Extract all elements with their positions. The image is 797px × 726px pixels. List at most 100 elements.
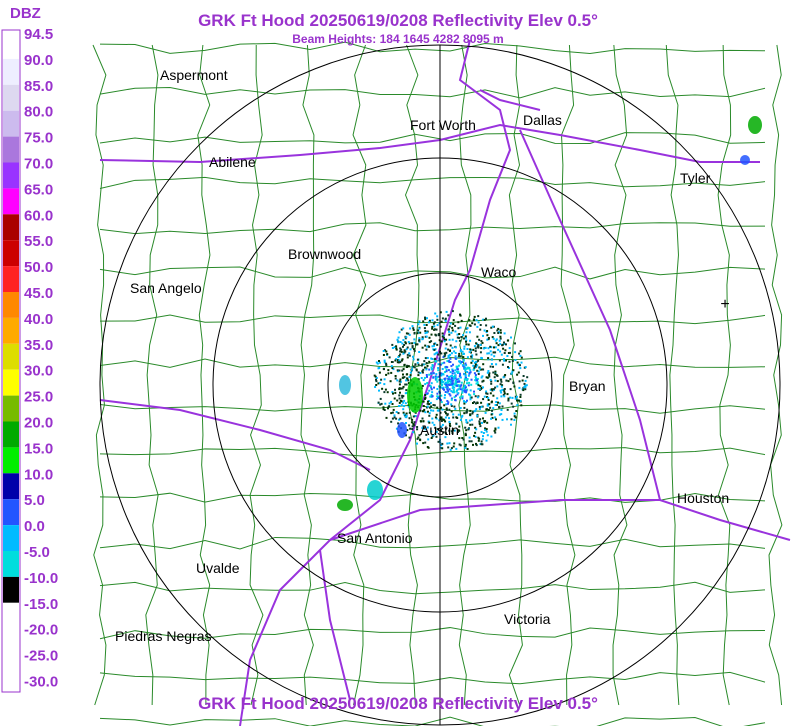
echo: [506, 393, 509, 396]
echo: [439, 386, 442, 389]
echo: [401, 342, 404, 345]
echo: [380, 402, 383, 405]
echo: [459, 326, 462, 329]
echo: [405, 414, 408, 417]
echo: [385, 416, 388, 419]
echo: [486, 392, 489, 395]
echo: [487, 396, 490, 399]
echo: [400, 348, 403, 351]
echo: [454, 330, 457, 333]
echo: [509, 396, 512, 399]
echo: [514, 342, 516, 345]
echo: [492, 337, 495, 340]
echo: [399, 353, 402, 356]
echo: [445, 351, 448, 354]
echo: [379, 381, 382, 384]
echo: [444, 410, 447, 413]
echo: [440, 420, 443, 422]
echo: [499, 329, 502, 332]
echo: [402, 339, 405, 342]
place-name: Bryan: [569, 378, 606, 394]
echo: [405, 422, 407, 424]
echo: [455, 370, 458, 373]
echo: [408, 352, 411, 355]
echo: [474, 402, 477, 405]
echo: [494, 431, 497, 434]
echo: [443, 352, 446, 355]
echo: [485, 376, 488, 379]
county-line: [508, 44, 523, 706]
echo: [432, 348, 435, 351]
places: Aspermont Fort Worth Dallas Abilene Tyler Bro…: [115, 67, 729, 644]
echo: [393, 397, 396, 400]
echo: [519, 399, 522, 402]
echo: [378, 361, 381, 364]
echo: [398, 397, 401, 400]
echo: [492, 371, 495, 374]
echo: [504, 349, 507, 352]
echo: [501, 418, 504, 421]
echo: [451, 338, 454, 341]
echo: [476, 364, 479, 367]
echo: [463, 345, 466, 348]
echo: [444, 436, 447, 439]
echo: [483, 395, 486, 398]
echo: [464, 446, 467, 449]
county-line: [99, 132, 766, 144]
echo: [521, 379, 524, 382]
echo: [405, 373, 408, 376]
echo: [440, 399, 442, 402]
echo: [432, 434, 435, 437]
echo-cell: [367, 480, 383, 500]
echo: [479, 425, 482, 428]
echo: [440, 352, 443, 355]
echo: [404, 383, 407, 386]
echo: [399, 350, 402, 353]
echo: [469, 396, 472, 399]
echo: [475, 377, 477, 380]
echo: [523, 382, 526, 385]
echo: [456, 393, 459, 396]
echo: [512, 369, 515, 372]
echo: [380, 378, 383, 381]
echo: [518, 380, 521, 383]
echo: [438, 395, 440, 398]
echo: [500, 385, 503, 388]
echo: [453, 442, 456, 445]
echo: [509, 388, 512, 391]
echo: [428, 406, 431, 409]
echo: [486, 334, 489, 337]
echo: [460, 319, 463, 322]
echo: [476, 396, 479, 399]
legend-label: 80.0: [24, 104, 53, 121]
echo: [438, 357, 441, 360]
echo: [441, 381, 444, 384]
echo: [440, 374, 443, 377]
echo: [444, 319, 447, 322]
echo: [465, 364, 468, 366]
echo: [440, 406, 442, 409]
echo: [402, 368, 405, 371]
echo: [495, 342, 498, 345]
echo: [457, 370, 460, 373]
echo: [450, 352, 453, 355]
echo: [378, 389, 380, 392]
echo: [495, 404, 498, 406]
echo: [398, 388, 401, 391]
echo: [441, 423, 444, 426]
echo: [393, 416, 396, 419]
place-marker: +: [720, 296, 729, 313]
echo: [415, 368, 418, 371]
echo: [426, 402, 429, 405]
echo: [448, 408, 451, 411]
echo: [438, 385, 441, 388]
echo: [480, 431, 483, 434]
footer-title: GRK Ft Hood 20250619/0208 Reflectivity E…: [198, 694, 598, 713]
echo: [522, 389, 525, 392]
echo: [440, 444, 443, 446]
echo: [471, 412, 474, 415]
echo: [490, 346, 493, 349]
echo: [458, 333, 461, 335]
echo: [490, 388, 493, 391]
echo: [430, 357, 433, 360]
